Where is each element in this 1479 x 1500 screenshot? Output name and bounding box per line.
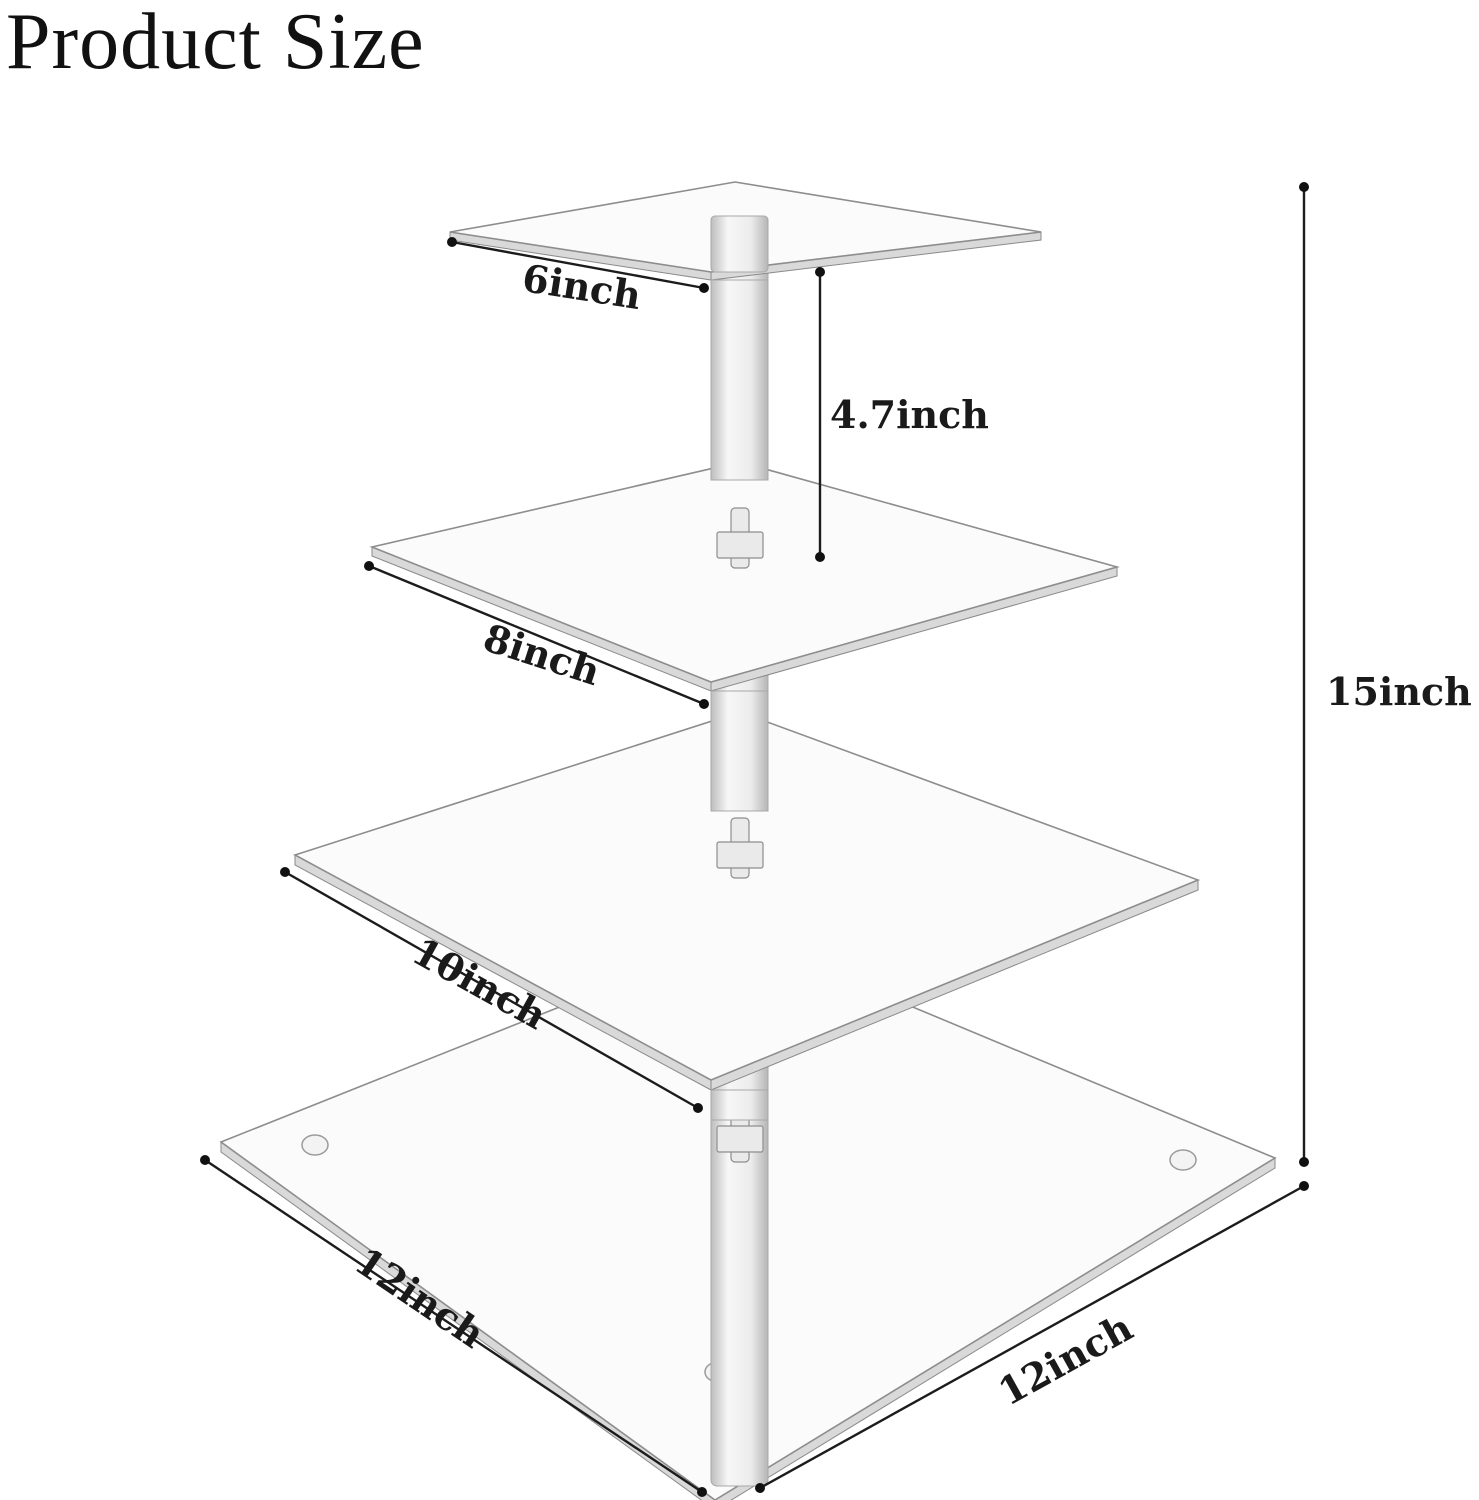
base-foot	[301, 1134, 329, 1156]
tier-spacing-label: 4.7inch	[830, 392, 989, 437]
total-height-label: 15inch	[1326, 669, 1472, 714]
third-tier	[292, 711, 1201, 1091]
base-foot	[1169, 1149, 1197, 1171]
third-width-dimension	[280, 867, 703, 1113]
base-right-width-dimension	[755, 1181, 1309, 1493]
second-width-dimension	[364, 561, 709, 709]
top-tier	[449, 181, 1042, 281]
base-left-width-dimension	[200, 1155, 707, 1497]
total-height-dimension	[1299, 182, 1309, 1167]
top-width-dimension	[447, 237, 709, 293]
page-title: Product Size	[6, 0, 425, 86]
tier-connector	[716, 507, 764, 569]
tier-connector	[716, 817, 764, 879]
second-tier	[369, 461, 1120, 692]
tier-spacing-dimension	[815, 267, 825, 562]
